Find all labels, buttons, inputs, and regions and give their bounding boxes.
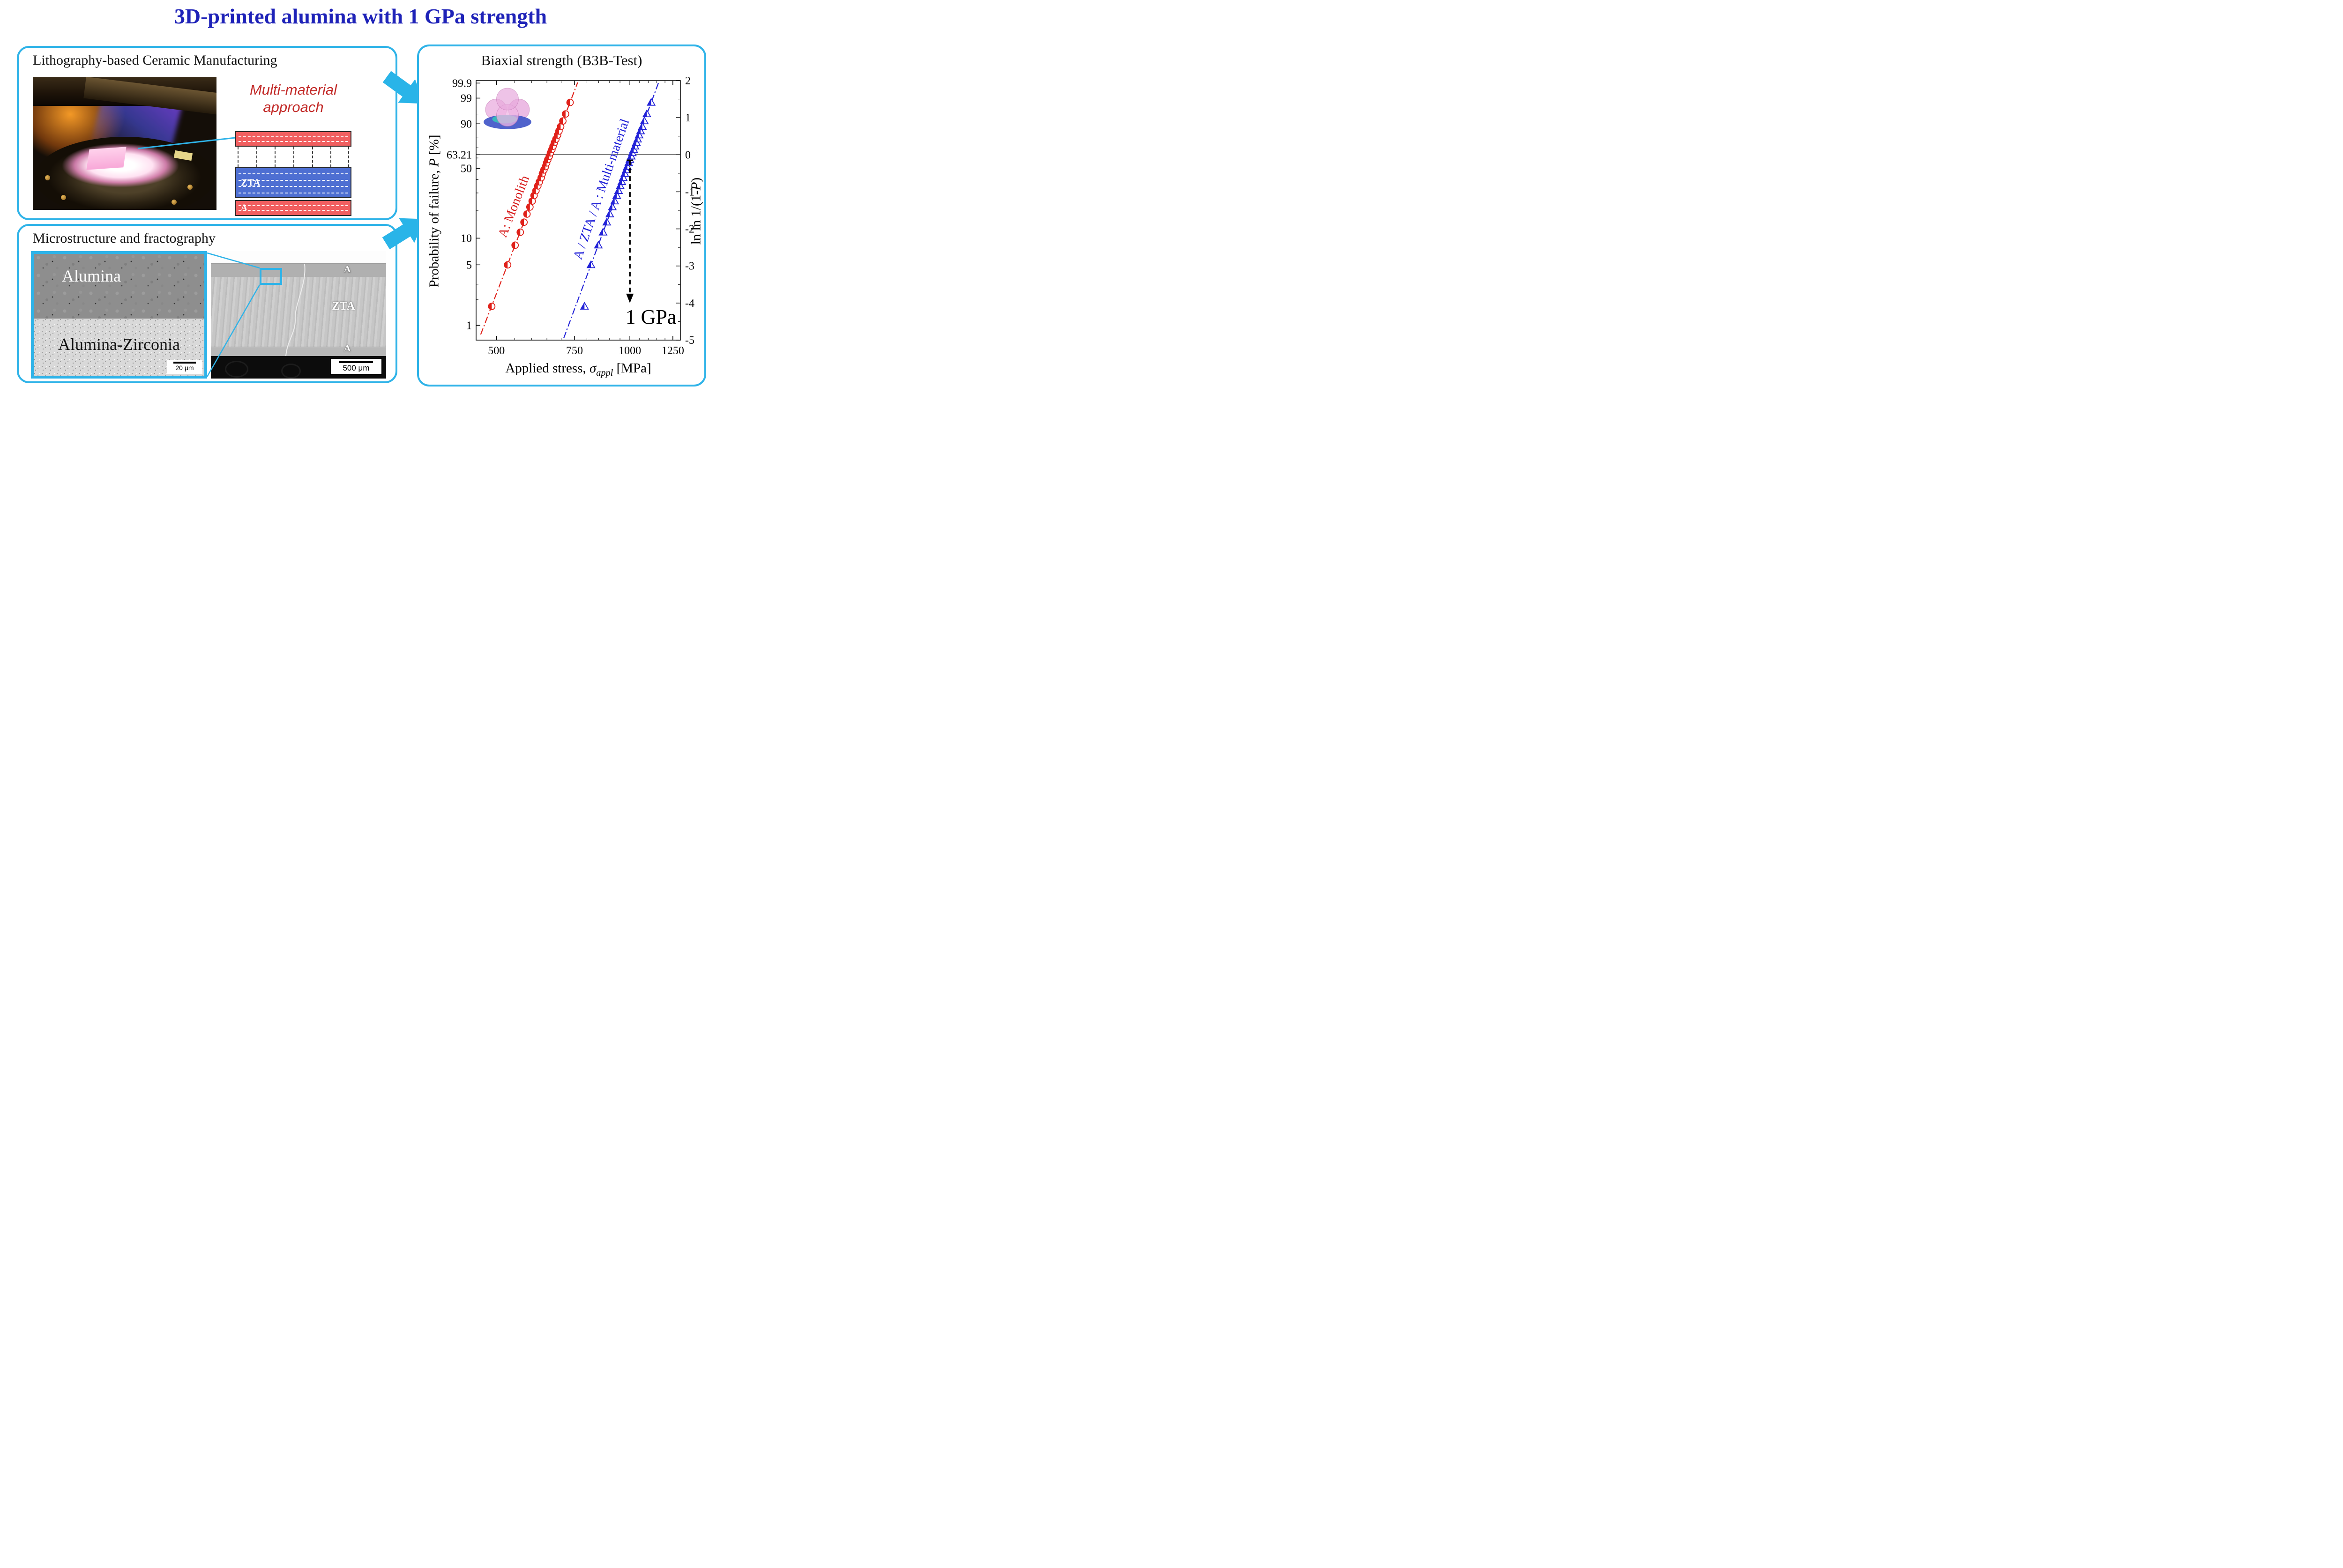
layer-zta: ZTA <box>235 167 351 198</box>
multi-material-caption-line2: approach <box>263 98 324 115</box>
svg-text:5: 5 <box>466 259 472 271</box>
svg-text:-4: -4 <box>685 297 694 310</box>
layer-a-bottom: A <box>235 200 351 216</box>
fracture-a-bottom-label: A <box>344 343 351 354</box>
sem-detail-image: Alumina Alumina-Zirconia 20 μm <box>31 251 207 379</box>
sem-alumina-zirconia-region: Alumina-Zirconia <box>34 318 204 376</box>
fracture-zta-layer <box>211 277 386 347</box>
svg-text:500: 500 <box>488 345 505 357</box>
chart-title: Biaxial strength (B3B-Test) <box>481 52 642 68</box>
zoom-region-indicator <box>260 268 282 285</box>
fracture-zta-label: ZTA <box>332 300 355 312</box>
svg-text:90: 90 <box>461 118 472 130</box>
scale-bar-line <box>339 361 373 363</box>
one-gpa-annotation: 1 GPa <box>625 305 677 328</box>
flow-arrow-top <box>382 71 424 104</box>
svg-text:0: 0 <box>685 149 691 161</box>
svg-text:750: 750 <box>566 345 583 357</box>
svg-text:-3: -3 <box>685 260 694 273</box>
svg-text:-2: -2 <box>685 223 694 236</box>
fracture-top-a-layer <box>211 263 386 277</box>
svg-text:1: 1 <box>466 320 472 332</box>
multi-material-caption: Multi-material approach <box>235 82 351 116</box>
flow-arrow-bottom <box>382 218 425 250</box>
multi-material-caption-line1: Multi-material <box>249 82 337 98</box>
page-title: 3D-printed alumina with 1 GPa strength <box>174 4 547 28</box>
layer-a-top <box>235 131 351 147</box>
sem-fracture-image: A ZTA A 500 μm <box>211 251 386 379</box>
svg-text:1000: 1000 <box>619 345 641 357</box>
sem-alumina-region: Alumina <box>34 254 204 319</box>
b3b-test-icon <box>484 88 531 129</box>
svg-text:99.9: 99.9 <box>452 77 472 89</box>
svg-text:10: 10 <box>461 232 472 245</box>
svg-text:2: 2 <box>685 75 691 87</box>
lcm-panel: Lithography-based Ceramic Manufacturing … <box>17 46 397 220</box>
y-axis-label-right: ln ln 1/(1-P) <box>688 177 704 245</box>
svg-text:99: 99 <box>461 92 472 104</box>
y-axis-label-left: Probability of failure, P [%] <box>426 134 442 288</box>
scale-bar-20um: 20 μm <box>167 360 202 374</box>
lcm-panel-title: Lithography-based Ceramic Manufacturing <box>33 52 277 68</box>
alumina-label: Alumina <box>62 267 121 285</box>
lcm-machine-photo <box>33 77 216 210</box>
layer-stack-diagram: ZTA A <box>235 131 351 216</box>
svg-text:1250: 1250 <box>662 345 684 357</box>
layer-gap-dashes <box>235 147 351 167</box>
fracture-bottom-a-layer <box>211 347 386 357</box>
svg-text:-5: -5 <box>685 334 694 347</box>
x-axis-label: Applied stress, σappl [MPa] <box>505 361 651 378</box>
scale-bar-line <box>173 362 196 364</box>
micro-panel-title: Microstructure and fractography <box>33 230 216 246</box>
a-layer-label: A <box>241 203 247 213</box>
microstructure-panel: Microstructure and fractography Alumina … <box>17 224 397 383</box>
svg-text:50: 50 <box>461 163 472 175</box>
scale-bar-500um: 500 μm <box>330 358 382 375</box>
svg-text:63.21: 63.21 <box>447 149 472 161</box>
photo-printed-part <box>86 147 127 170</box>
weibull-plot: 500 750 1000 125099.9999063.21501051210-1-2… <box>447 75 694 357</box>
fracture-a-top-label: A <box>344 264 351 275</box>
chart-panel: Biaxial strength (B3B-Test) 500 750 1000 12… <box>417 45 706 386</box>
zta-layer-label: ZTA <box>241 177 261 188</box>
svg-text:-1: -1 <box>685 186 694 198</box>
alumina-zirconia-label: Alumina-Zirconia <box>58 334 180 354</box>
svg-text:1: 1 <box>685 112 691 124</box>
